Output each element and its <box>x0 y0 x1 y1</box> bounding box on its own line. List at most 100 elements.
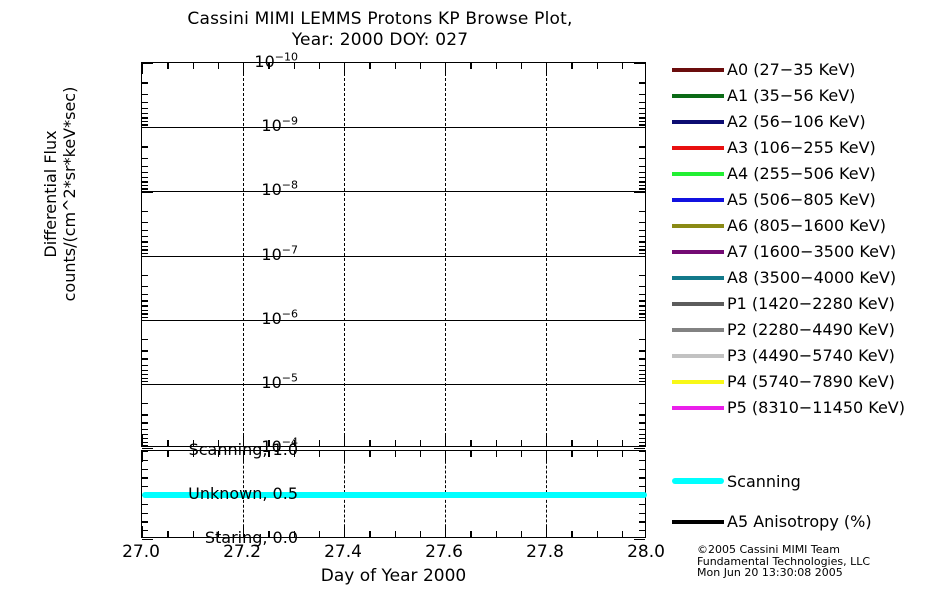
axis-tick <box>142 438 148 440</box>
gridline-horizontal <box>142 191 645 193</box>
axis-tick <box>142 383 153 386</box>
axis-tick <box>639 210 645 212</box>
gridline-horizontal <box>142 383 645 385</box>
axis-tick <box>344 451 346 462</box>
axis-tick <box>217 451 220 457</box>
x-tick-label: 27.0 <box>122 542 160 562</box>
axis-tick <box>142 435 144 446</box>
axis-tick <box>142 319 153 321</box>
legend-label: A8 (3500−4000 KeV) <box>727 268 897 287</box>
axis-tick <box>142 157 148 160</box>
axis-tick <box>639 101 645 103</box>
axis-tick <box>639 338 645 341</box>
axis-tick <box>639 428 645 430</box>
axis-tick <box>639 185 645 187</box>
axis-tick <box>243 451 245 462</box>
axis-tick <box>639 274 645 277</box>
axis-tick <box>634 63 645 65</box>
axis-tick <box>142 274 148 277</box>
axis-tick <box>142 358 148 360</box>
axis-tick <box>142 380 148 383</box>
legend-color-swatch <box>672 224 724 228</box>
legend-color-swatch <box>672 354 724 358</box>
axis-tick <box>571 440 573 446</box>
axis-tick <box>142 539 153 541</box>
main-flux-plot-area <box>141 62 646 450</box>
gridline-horizontal <box>142 319 645 321</box>
axis-tick <box>639 364 645 366</box>
axis-tick <box>639 380 645 383</box>
legend-color-swatch <box>672 478 724 484</box>
axis-tick <box>639 82 645 84</box>
axis-tick <box>142 468 148 470</box>
legend-label: P1 (1420−2280 KeV) <box>727 294 895 313</box>
axis-tick <box>142 185 148 187</box>
axis-tick <box>142 316 148 319</box>
x-tick-label: 27.2 <box>223 542 261 562</box>
axis-tick <box>142 373 148 376</box>
axis-tick <box>142 107 148 110</box>
axis-tick <box>639 486 645 488</box>
axis-tick <box>293 63 295 69</box>
axis-tick <box>639 309 645 312</box>
axis-tick <box>142 229 148 232</box>
axis-tick <box>445 63 447 74</box>
axis-tick <box>639 503 645 506</box>
axis-tick <box>293 531 295 537</box>
axis-tick <box>639 300 645 302</box>
axis-tick <box>634 191 645 193</box>
axis-tick <box>520 451 523 457</box>
axis-tick <box>142 377 148 379</box>
axis-tick <box>142 350 148 352</box>
axis-tick <box>142 236 148 238</box>
axis-tick <box>634 127 645 129</box>
axis-tick <box>142 177 148 179</box>
axis-tick <box>167 440 169 446</box>
legend-label: A5 Anisotropy (%) <box>727 512 872 531</box>
axis-tick <box>142 338 148 341</box>
legend-color-swatch <box>672 302 724 306</box>
axis-tick <box>142 459 148 462</box>
axis-tick <box>470 451 472 457</box>
axis-tick <box>268 63 270 69</box>
axis-tick <box>142 249 148 251</box>
axis-tick <box>639 181 645 183</box>
axis-tick <box>167 531 169 537</box>
x-tick-label: 27.4 <box>324 542 362 562</box>
axis-tick <box>639 316 645 319</box>
axis-tick <box>639 117 645 119</box>
axis-tick <box>639 358 645 360</box>
axis-tick <box>142 210 148 212</box>
axis-tick <box>268 451 270 457</box>
axis-tick <box>192 531 194 537</box>
axis-tick <box>142 188 148 190</box>
axis-tick <box>639 459 645 462</box>
axis-tick <box>142 422 148 424</box>
axis-tick <box>571 63 573 69</box>
y-tick-label: 10−4 <box>261 435 298 456</box>
y-tick-label: 10−7 <box>261 243 298 264</box>
axis-tick <box>639 236 645 238</box>
axis-tick <box>639 120 645 123</box>
axis-tick <box>142 294 148 296</box>
axis-tick <box>639 165 645 168</box>
gridline-horizontal <box>142 127 645 129</box>
axis-tick <box>142 101 148 103</box>
axis-tick <box>520 63 523 69</box>
axis-tick <box>394 440 396 446</box>
axis-tick <box>495 440 497 446</box>
axis-tick <box>142 181 148 183</box>
axis-tick <box>142 305 148 307</box>
axis-tick <box>142 448 153 450</box>
axis-tick <box>142 63 153 65</box>
axis-tick <box>639 477 645 479</box>
gridline-vertical <box>445 63 446 446</box>
axis-tick <box>445 526 447 537</box>
axis-tick <box>243 63 245 74</box>
axis-tick <box>142 255 153 257</box>
axis-tick <box>596 531 598 537</box>
axis-tick <box>142 127 153 129</box>
axis-tick <box>142 428 148 430</box>
axis-tick <box>369 63 371 69</box>
axis-tick <box>639 438 645 440</box>
